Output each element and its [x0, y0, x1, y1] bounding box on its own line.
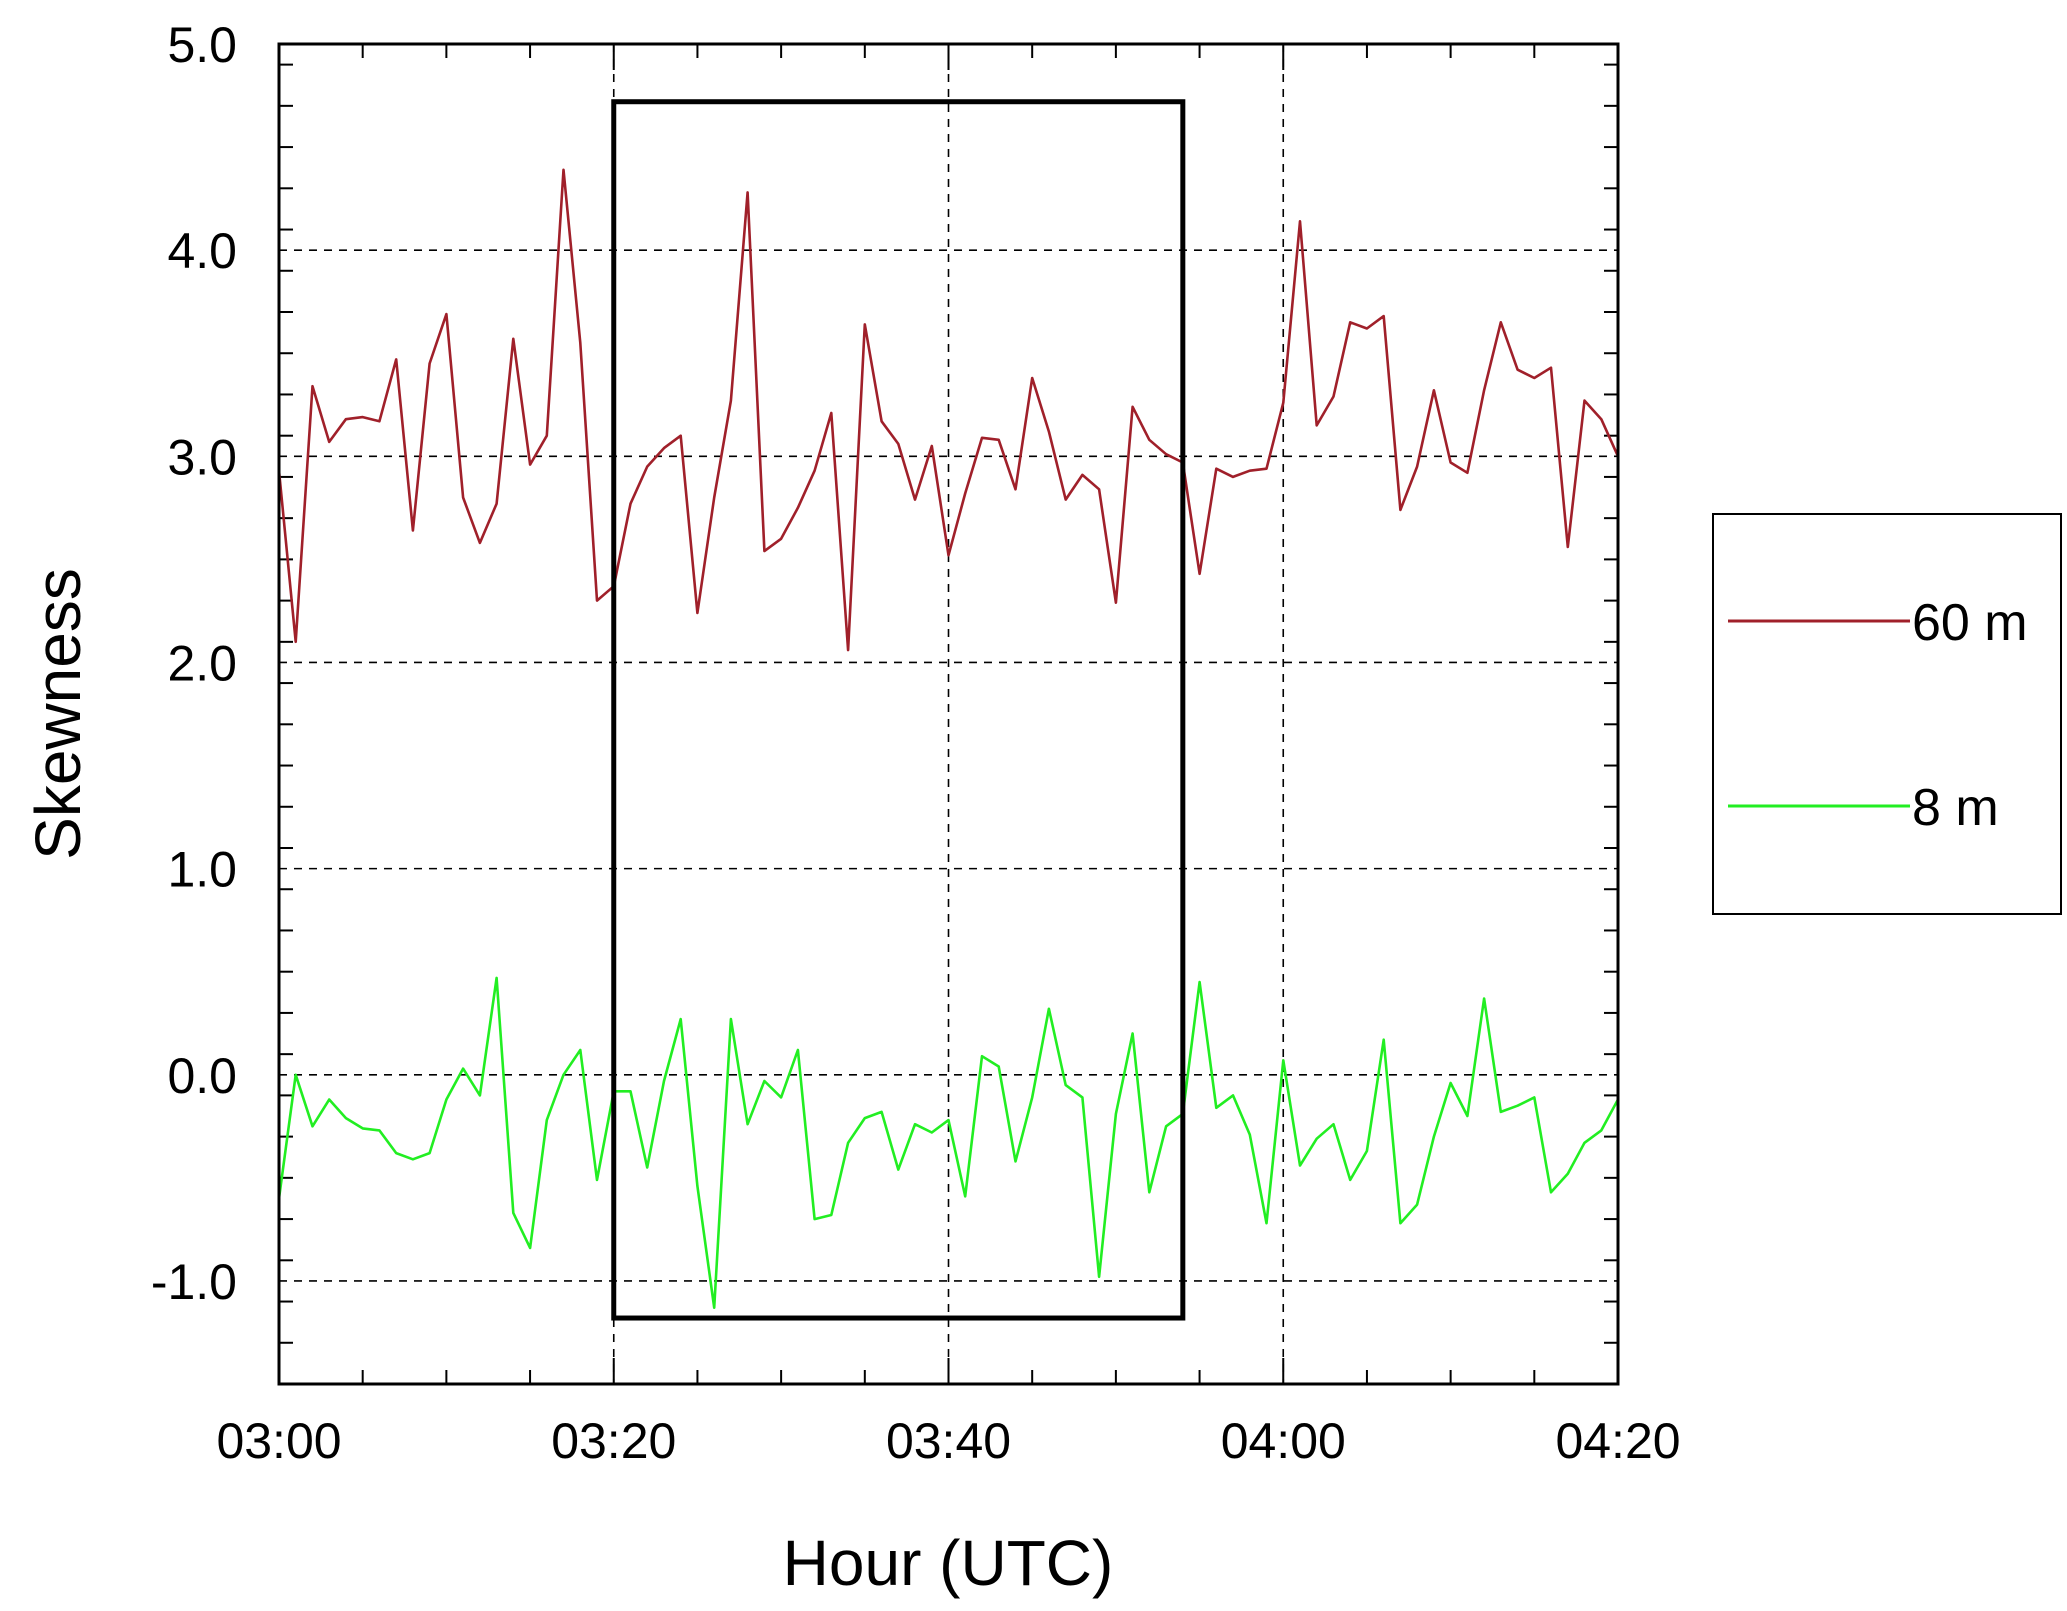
x-tick-label: 03:20 — [551, 1413, 676, 1469]
grid-lines — [279, 44, 1618, 1384]
y-tick-label: 2.0 — [167, 635, 237, 691]
legend-box — [1712, 513, 2062, 915]
y-tick-label: 3.0 — [167, 429, 237, 485]
legend-label-8m: 8 m — [1912, 779, 1999, 837]
x-tick-label: 04:00 — [1221, 1413, 1346, 1469]
x-tick-labels: 03:00 03:20 03:40 04:00 04:20 — [216, 1413, 1680, 1469]
y-tick-label: 5.0 — [167, 17, 237, 73]
series-lines — [277, 168, 1620, 1309]
plot-frame — [277, 42, 1620, 1386]
x-tick-label: 03:40 — [886, 1413, 1011, 1469]
series-line-8m — [277, 976, 1620, 1309]
legend: 60 m 8 m — [1712, 513, 2062, 915]
legend-label-60m: 60 m — [1912, 594, 2028, 652]
series-line-60m — [277, 168, 1620, 652]
y-tick-label: -1.0 — [151, 1254, 237, 1310]
y-axis-title: Skewness — [22, 568, 94, 860]
x-axis-title: Hour (UTC) — [783, 1527, 1114, 1599]
y-tick-label: 0.0 — [167, 1048, 237, 1104]
x-tick-label: 04:20 — [1555, 1413, 1680, 1469]
x-tick-label: 03:00 — [216, 1413, 341, 1469]
y-tick-labels: -1.0 0.0 1.0 2.0 3.0 4.0 5.0 — [151, 17, 237, 1310]
y-tick-label: 1.0 — [167, 842, 237, 898]
minor-ticks — [278, 44, 1619, 1385]
highlight-box — [611, 99, 1186, 1321]
y-tick-label: 4.0 — [167, 223, 237, 279]
